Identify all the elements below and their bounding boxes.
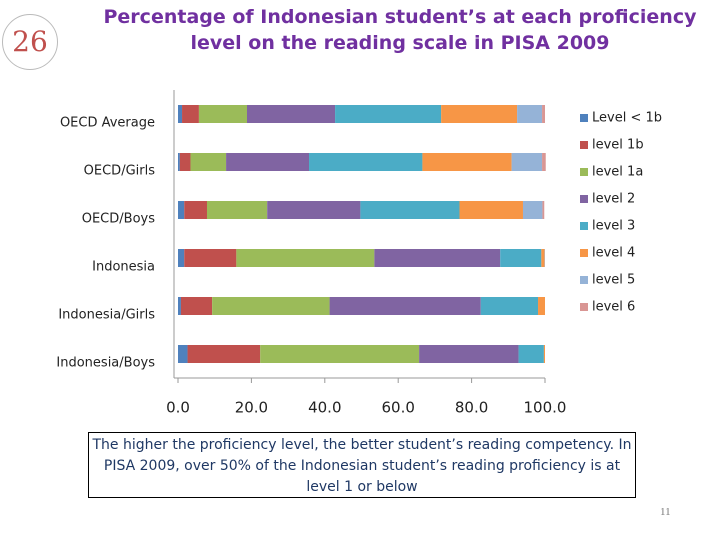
y-tick-label: OECD Average [60, 116, 155, 131]
y-tick-label: OECD/Boys [82, 212, 155, 227]
bar-segment [184, 201, 207, 219]
bar-segment [522, 201, 543, 219]
legend-label: level 3 [592, 219, 635, 234]
y-tick-label: OECD/Girls [84, 164, 156, 179]
bar-segment [518, 345, 544, 363]
bar-segment [226, 153, 310, 171]
legend-swatch [580, 222, 588, 230]
page-number: 11 [660, 506, 671, 518]
legend-swatch [580, 276, 588, 284]
x-tick-label: 20.0 [235, 399, 268, 417]
bar-segment [260, 345, 420, 363]
legend-swatch [580, 195, 588, 203]
legend-label: level 2 [592, 192, 635, 207]
bar-segment [182, 105, 199, 123]
bar-segment [542, 201, 545, 219]
y-tick-label: Indonesia/Girls [58, 308, 155, 323]
legend-swatch [580, 168, 588, 176]
x-tick-label: 100.0 [524, 399, 567, 417]
y-tick-label: Indonesia/Boys [56, 356, 155, 371]
bar-segment [267, 201, 361, 219]
bar-segment [480, 297, 539, 315]
bar-segment [178, 249, 185, 267]
note: The higher the proficiency level, the be… [88, 432, 636, 498]
slide-badge: 26 [2, 14, 58, 70]
y-tick-label: Indonesia [92, 260, 155, 275]
bar-segment [178, 153, 180, 171]
bar-segment [178, 345, 188, 363]
legend-label: Level < 1b [592, 111, 662, 126]
bar-segment [542, 153, 546, 171]
bar-segment [198, 105, 247, 123]
bar-segment [178, 105, 183, 123]
bar-segment [360, 201, 460, 219]
chart-title: Percentage of Indonesian student’s at ea… [103, 6, 697, 54]
legend-swatch [580, 114, 588, 122]
bar-segment [329, 297, 481, 315]
bar-segment [212, 297, 330, 315]
bar-segment [206, 201, 268, 219]
bar-segment [541, 249, 545, 267]
bar-segment [419, 345, 519, 363]
bar-segment [309, 153, 423, 171]
bar-segment [500, 249, 542, 267]
bar-segment [543, 345, 545, 363]
legend-swatch [580, 303, 588, 311]
legend-label: level 1b [592, 138, 644, 153]
bar-segment [178, 297, 181, 315]
x-tick-label: 60.0 [381, 399, 414, 417]
bar-segment [511, 153, 543, 171]
bar-segment [179, 153, 191, 171]
bar-segment [178, 201, 185, 219]
legend-label: level 1a [592, 165, 643, 180]
bar-segment [187, 345, 261, 363]
legend-swatch [580, 141, 588, 149]
bar-segment [236, 249, 375, 267]
chart: 0.0 20.0 40.0 60.0 80.0 100.0 OECD Average OECD… [56, 90, 662, 417]
bar-segment [374, 249, 501, 267]
legend-label: level 6 [592, 300, 635, 315]
x-tick-label: 40.0 [308, 399, 341, 417]
bar-segment [335, 105, 442, 123]
bar-segment [190, 153, 227, 171]
bar-segment [517, 105, 543, 123]
bar-segment [459, 201, 523, 219]
bar-segment [441, 105, 518, 123]
bar-segment [180, 297, 213, 315]
legend-label: level 4 [592, 246, 635, 261]
bar-segment [184, 249, 237, 267]
bar-segment [542, 105, 545, 123]
bar-segment [422, 153, 512, 171]
x-tick-label: 0.0 [166, 399, 190, 417]
legend-label: level 5 [592, 273, 635, 288]
bar-segment [538, 297, 545, 315]
bar-segment [246, 105, 336, 123]
x-tick-label: 80.0 [455, 399, 488, 417]
legend-swatch [580, 249, 588, 257]
